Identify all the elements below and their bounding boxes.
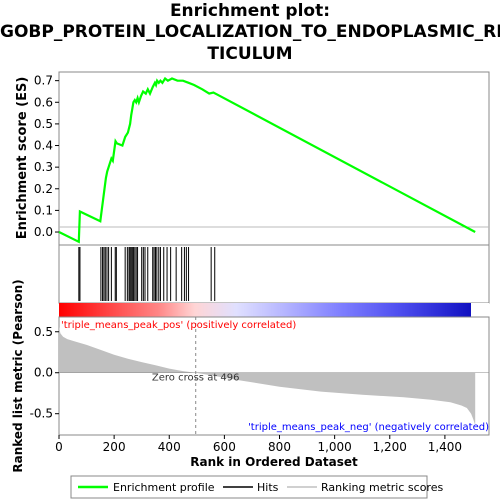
x-tick-label: 400 [158,440,181,454]
x-tick-label: 200 [103,440,126,454]
x-tick-label: 1,200 [373,440,407,454]
es-y-tick-label: 0.2 [34,182,53,196]
es-y-axis-label: Enrichment score (ES) [15,77,30,240]
legend-metric-label: Ranking metric scores [321,481,443,494]
x-tick-label: 1,000 [317,440,351,454]
rank-color-bar-tail [471,303,489,317]
chart-title-line-1: Enrichment plot: [169,1,331,21]
enrichment-profile-line [58,76,476,244]
zero-cross-label: Zero cross at 496 [152,373,240,384]
x-axis-label: Rank in Ordered Dataset [190,455,358,469]
es-y-tick-label: 0.6 [34,95,53,109]
es-panel: 0.0 0.1 0.2 0.3 0.4 0.5 0.6 0.7 Enrichment scor… [15,71,490,246]
rank-color-bar [59,303,471,317]
metric-y-tick-label: 0.0 [34,366,53,380]
ranked-metric-panel: Zero cross at 496 'triple_means_peak_pos… [11,279,490,473]
es-y-tick-label: 0.4 [34,139,53,153]
es-y-tick-label: 0.5 [34,117,53,131]
legend: Enrichment profile Hits Ranking metric s… [70,475,443,499]
x-tick-label: 0 [55,440,63,454]
hits-panel [58,244,490,304]
metric-y-axis-label: Ranked list metric (Pearson) [11,279,25,472]
es-y-tick-label: 0.7 [34,74,53,88]
negative-correlation-label: 'triple_means_peak_neg' (negatively corr… [248,422,489,433]
es-y-tick-label: 0.0 [34,225,53,239]
es-plot-frame [58,71,490,246]
x-tick-label: 1,400 [428,440,462,454]
x-tick-label: 600 [213,440,236,454]
es-y-tick-label: 0.3 [34,160,53,174]
es-y-tick-label: 0.1 [34,203,53,217]
legend-enrichment-label: Enrichment profile [113,481,215,494]
positive-correlation-label: 'triple_means_peak_pos' (positively corr… [61,320,296,331]
legend-hits-label: Hits [257,481,279,494]
metric-y-tick-label: 0.5 [34,325,53,339]
x-tick-label: 800 [268,440,291,454]
ranking-metric-area [59,326,476,426]
hits-frame [58,244,490,304]
metric-y-tick-label: -0.5 [30,407,53,421]
chart-title-line-3: TICULUM [207,44,293,64]
chart-title-line-2: GOBP_PROTEIN_LOCALIZATION_TO_ENDOPLASMIC… [0,22,500,42]
